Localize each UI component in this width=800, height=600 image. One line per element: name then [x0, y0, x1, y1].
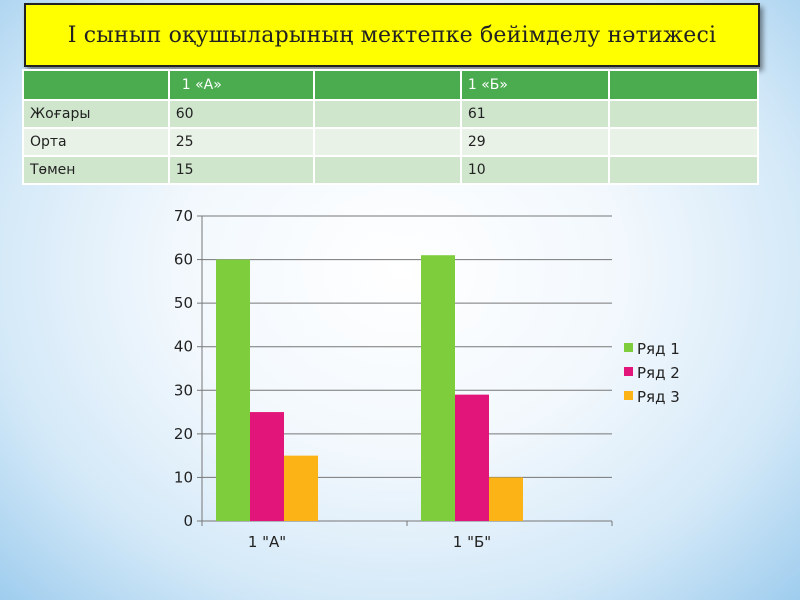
bar — [421, 255, 455, 521]
legend-swatch — [624, 391, 633, 400]
x-tick-label: 1 "Б" — [453, 533, 491, 551]
legend-label: Ряд 2 — [637, 364, 680, 382]
legend-label: Ряд 1 — [637, 340, 680, 358]
table-cell: 25 — [167, 127, 316, 157]
header-cell: 1 «Б» — [459, 69, 611, 101]
table-cell: 61 — [459, 99, 611, 129]
y-tick-label: 50 — [174, 294, 193, 312]
table-cell — [608, 99, 759, 129]
table-cell: 15 — [167, 155, 316, 185]
y-tick-label: 70 — [174, 207, 193, 225]
y-tick-label: 0 — [183, 512, 193, 530]
y-tick-label: 30 — [174, 381, 193, 399]
bar — [250, 412, 284, 521]
bar — [455, 394, 489, 521]
table-cell — [313, 127, 462, 157]
table-cell — [608, 155, 759, 185]
table-cell: 10 — [459, 155, 611, 185]
y-tick-label: 10 — [174, 468, 193, 486]
bar — [216, 259, 250, 521]
header-cell — [313, 69, 462, 101]
table-row: Жоғары 60 61 — [22, 99, 759, 129]
legend-swatch — [624, 367, 633, 376]
row-label: Жоғары — [22, 99, 170, 129]
header-cell — [22, 69, 170, 101]
row-label: Орта — [22, 127, 170, 157]
row-label: Төмен — [22, 155, 170, 185]
table-header-row: 1 «А» 1 «Б» — [22, 69, 759, 101]
title-banner: I сынып оқушыларының мектепке бейімделу … — [24, 3, 760, 67]
table-row: Төмен 15 10 — [22, 155, 759, 185]
table-cell: 60 — [167, 99, 316, 129]
legend-label: Ряд 3 — [637, 388, 680, 406]
table-row: Орта 25 29 — [22, 127, 759, 157]
y-tick-label: 40 — [174, 338, 193, 356]
bar — [489, 477, 523, 521]
header-cell — [608, 69, 759, 101]
page-title: I сынып оқушыларының мектепке бейімделу … — [67, 22, 717, 48]
table-cell — [313, 155, 462, 185]
x-tick-label: 1 "А" — [248, 533, 286, 551]
table-cell — [608, 127, 759, 157]
table-cell: 29 — [459, 127, 611, 157]
y-tick-label: 20 — [174, 425, 193, 443]
legend-swatch — [624, 343, 633, 352]
header-cell: 1 «А» — [167, 69, 316, 101]
y-tick-label: 60 — [174, 251, 193, 269]
bar — [284, 455, 318, 521]
table-cell — [313, 99, 462, 129]
results-table: 1 «А» 1 «Б» Жоғары 60 61 Орта 25 29 Төме… — [22, 69, 759, 185]
